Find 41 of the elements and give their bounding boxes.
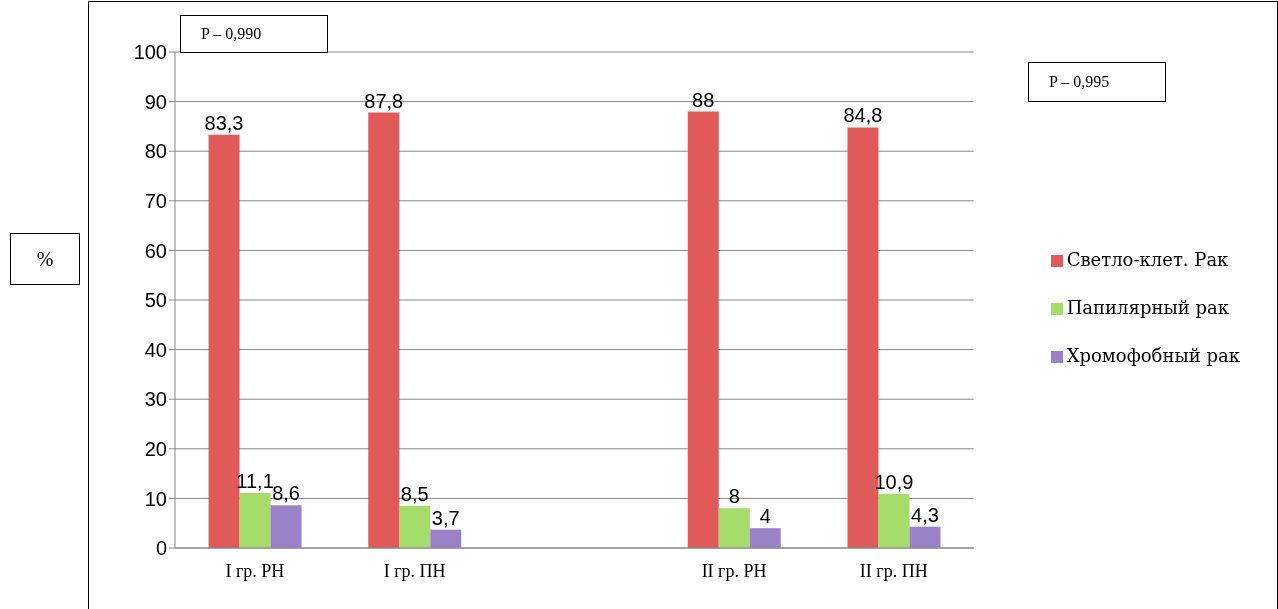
x-tick-label: I гр. РН <box>225 560 285 581</box>
data-label: 87,8 <box>364 89 404 112</box>
data-label: 8,5 <box>400 482 429 505</box>
bar <box>239 492 271 548</box>
y-tick-label: 0 <box>155 537 167 560</box>
bar <box>909 526 941 548</box>
data-label: 4 <box>759 505 771 528</box>
x-tick-label: II гр. ПН <box>859 560 928 581</box>
bar <box>270 505 302 548</box>
bar <box>687 111 719 548</box>
y-tick-label: 20 <box>144 437 167 460</box>
bar <box>718 508 750 548</box>
legend-label: Хромофобный рак <box>1066 345 1240 366</box>
y-tick-label: 90 <box>144 90 167 113</box>
bar <box>878 493 910 548</box>
y-tick-label: 70 <box>144 189 167 212</box>
data-label: 84,8 <box>843 104 883 127</box>
data-label: 8 <box>728 485 740 508</box>
bar <box>430 529 462 548</box>
x-tick-label: II гр. РН <box>701 560 767 581</box>
x-tick-label: I гр. ПН <box>383 560 446 581</box>
y-tick-label: 30 <box>144 388 167 411</box>
data-label: 3,7 <box>431 506 460 529</box>
legend-label: Светло-клет. Рак <box>1066 249 1229 270</box>
y-tick-label: 10 <box>144 487 167 510</box>
bar <box>749 528 781 548</box>
data-label: 4,3 <box>911 503 939 526</box>
legend-label: Папилярный рак <box>1066 297 1229 318</box>
y-tick-label: 50 <box>144 289 167 312</box>
data-label: 8,6 <box>272 482 300 505</box>
y-tick-label: 40 <box>144 338 167 361</box>
data-label: 83,3 <box>204 111 244 134</box>
bar <box>399 505 431 548</box>
y-tick-label: 60 <box>144 239 167 262</box>
data-label: 88 <box>692 88 715 111</box>
y-tick-label: 80 <box>144 140 167 163</box>
text: P – 0,995 <box>1049 73 1110 91</box>
y-tick-label: 100 <box>133 41 167 64</box>
bar <box>368 112 400 548</box>
y-axis-title: % <box>36 247 54 271</box>
text: P – 0,990 <box>201 25 262 43</box>
